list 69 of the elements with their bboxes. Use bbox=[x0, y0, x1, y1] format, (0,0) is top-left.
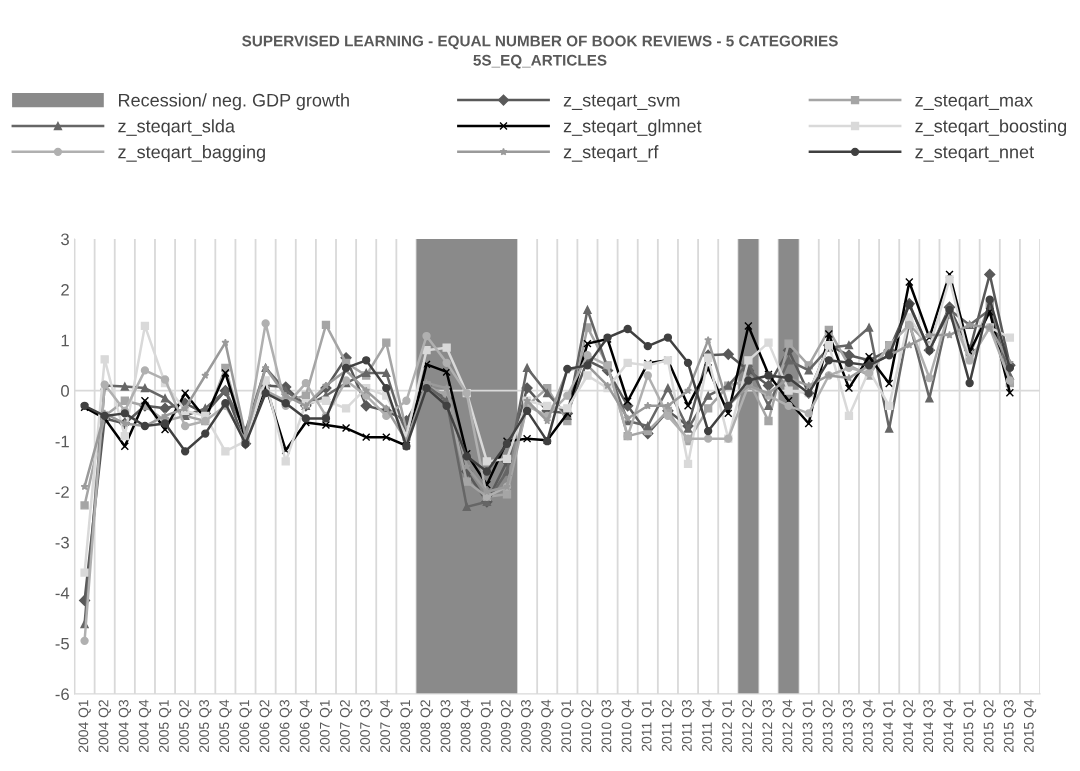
legend-label: z_steqart_rf bbox=[563, 145, 659, 162]
x-tick-label: 2014 Q1 bbox=[883, 700, 896, 753]
legend-label: z_steqart_boosting bbox=[915, 119, 1067, 137]
y-tick-label: -2 bbox=[55, 486, 69, 498]
x-tick-label: 2013 Q2 bbox=[822, 700, 836, 753]
legend-label: z_steqart_max bbox=[915, 94, 1033, 111]
x-tick-label: 2015 Q4 bbox=[1023, 699, 1037, 753]
x-tick-label: 2004 Q1 bbox=[78, 700, 91, 753]
x-tick-label: 2005 Q1 bbox=[158, 700, 172, 753]
x-tick-label: 2010 Q2 bbox=[581, 700, 594, 753]
x-tick-label: 2008 Q3 bbox=[440, 700, 453, 753]
x-tick-label: 2011 Q2 bbox=[661, 700, 675, 752]
y-tick-label: -6 bbox=[55, 688, 69, 701]
x-tick-label: 2008 Q4 bbox=[460, 699, 473, 753]
x-tick-label: 2004 Q4 bbox=[138, 699, 152, 753]
x-tick-label: 2011 Q3 bbox=[681, 700, 695, 752]
legend-label: z_steqart_svm bbox=[563, 94, 680, 111]
legend-label: z_steqart_glmnet bbox=[563, 119, 702, 137]
chart-title: SUPERVISED LEARNING - EQUAL NUMBER OF BOOK REVIEWS - 5 CATEGORIES bbox=[242, 35, 838, 50]
x-tick-label: 2011 Q1 bbox=[641, 700, 655, 752]
x-tick-label: 2013 Q1 bbox=[802, 700, 815, 753]
x-tick-label: 2009 Q1 bbox=[480, 700, 494, 753]
x-tick-label: 2009 Q4 bbox=[541, 699, 554, 753]
x-tick-label: 2005 Q2 bbox=[179, 700, 192, 753]
y-tick-label: 1 bbox=[61, 334, 69, 347]
x-tick-label: 2012 Q4 bbox=[782, 699, 795, 753]
legend-label: z_steqart_bagging bbox=[118, 145, 265, 162]
x-tick-label: 2007 Q4 bbox=[380, 699, 393, 753]
y-tick-label: 2 bbox=[61, 283, 69, 296]
x-tick-label: 2010 Q3 bbox=[601, 700, 614, 753]
y-tick-label: -5 bbox=[55, 637, 69, 650]
x-tick-label: 2007 Q3 bbox=[360, 700, 373, 753]
x-tick-label: 2006 Q2 bbox=[259, 700, 272, 753]
x-tick-label: 2013 Q4 bbox=[862, 699, 876, 753]
x-tick-label: 2009 Q3 bbox=[521, 700, 534, 753]
x-tick-label: 2005 Q3 bbox=[199, 700, 212, 753]
x-tick-label: 2010 Q1 bbox=[561, 700, 574, 753]
x-tick-label: 2011 Q4 bbox=[702, 699, 715, 752]
x-tick-label: 2013 Q3 bbox=[842, 700, 856, 753]
x-tick-label: 2009 Q2 bbox=[500, 700, 514, 753]
x-tick-label: 2015 Q1 bbox=[963, 700, 976, 753]
y-tick-label: 3 bbox=[61, 233, 69, 246]
x-tick-label: 2006 Q1 bbox=[239, 700, 252, 753]
x-tick-label: 2005 Q4 bbox=[219, 699, 232, 753]
chart-subtitle: 5S_EQ_ARTICLES bbox=[473, 54, 607, 69]
x-tick-label: 2015 Q2 bbox=[983, 700, 996, 753]
x-tick-label: 2014 Q2 bbox=[903, 700, 916, 753]
x-tick-label: 2004 Q2 bbox=[98, 700, 111, 753]
x-tick-label: 2004 Q3 bbox=[118, 700, 132, 753]
y-tick-label: -1 bbox=[55, 435, 69, 448]
x-tick-label: 2012 Q2 bbox=[742, 700, 755, 753]
y-tick-label: 0 bbox=[61, 385, 70, 397]
x-tick-label: 2014 Q4 bbox=[943, 699, 956, 753]
x-tick-label: 2006 Q4 bbox=[299, 699, 313, 753]
legend-label: Recession/ neg. GDP growth bbox=[119, 93, 349, 111]
y-tick-label: -4 bbox=[55, 587, 70, 599]
legend-label: z_steqart_nnet bbox=[915, 146, 1034, 162]
x-tick-label: 2007 Q1 bbox=[319, 700, 333, 753]
x-tick-label: 2012 Q1 bbox=[722, 700, 735, 753]
x-tick-label: 2007 Q2 bbox=[339, 700, 353, 753]
x-tick-label: 2014 Q3 bbox=[923, 700, 936, 753]
x-tick-label: 2012 Q3 bbox=[762, 700, 775, 753]
legend-label: z_steqart_slda bbox=[118, 119, 235, 137]
x-tick-label: 2010 Q4 bbox=[621, 699, 634, 753]
x-tick-label: 2015 Q3 bbox=[1003, 700, 1017, 753]
x-tick-label: 2006 Q3 bbox=[279, 700, 292, 753]
x-tick-label: 2008 Q2 bbox=[420, 700, 433, 753]
y-tick-label: -3 bbox=[55, 536, 69, 549]
x-tick-label: 2008 Q1 bbox=[400, 700, 413, 753]
